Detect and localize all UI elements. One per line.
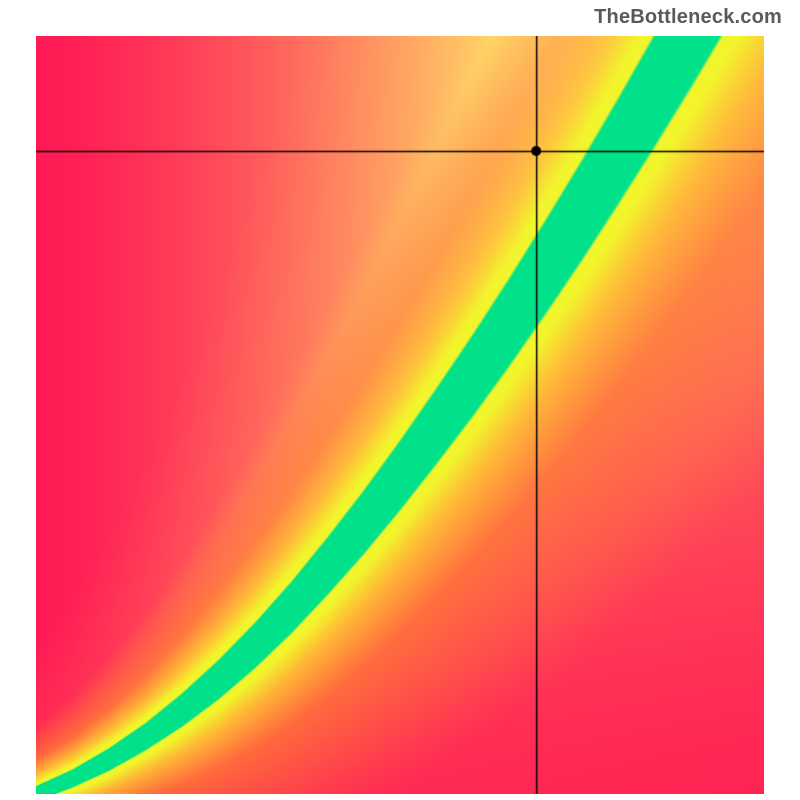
bottleneck-heatmap [36,36,764,794]
attribution-text: TheBottleneck.com [594,6,782,29]
